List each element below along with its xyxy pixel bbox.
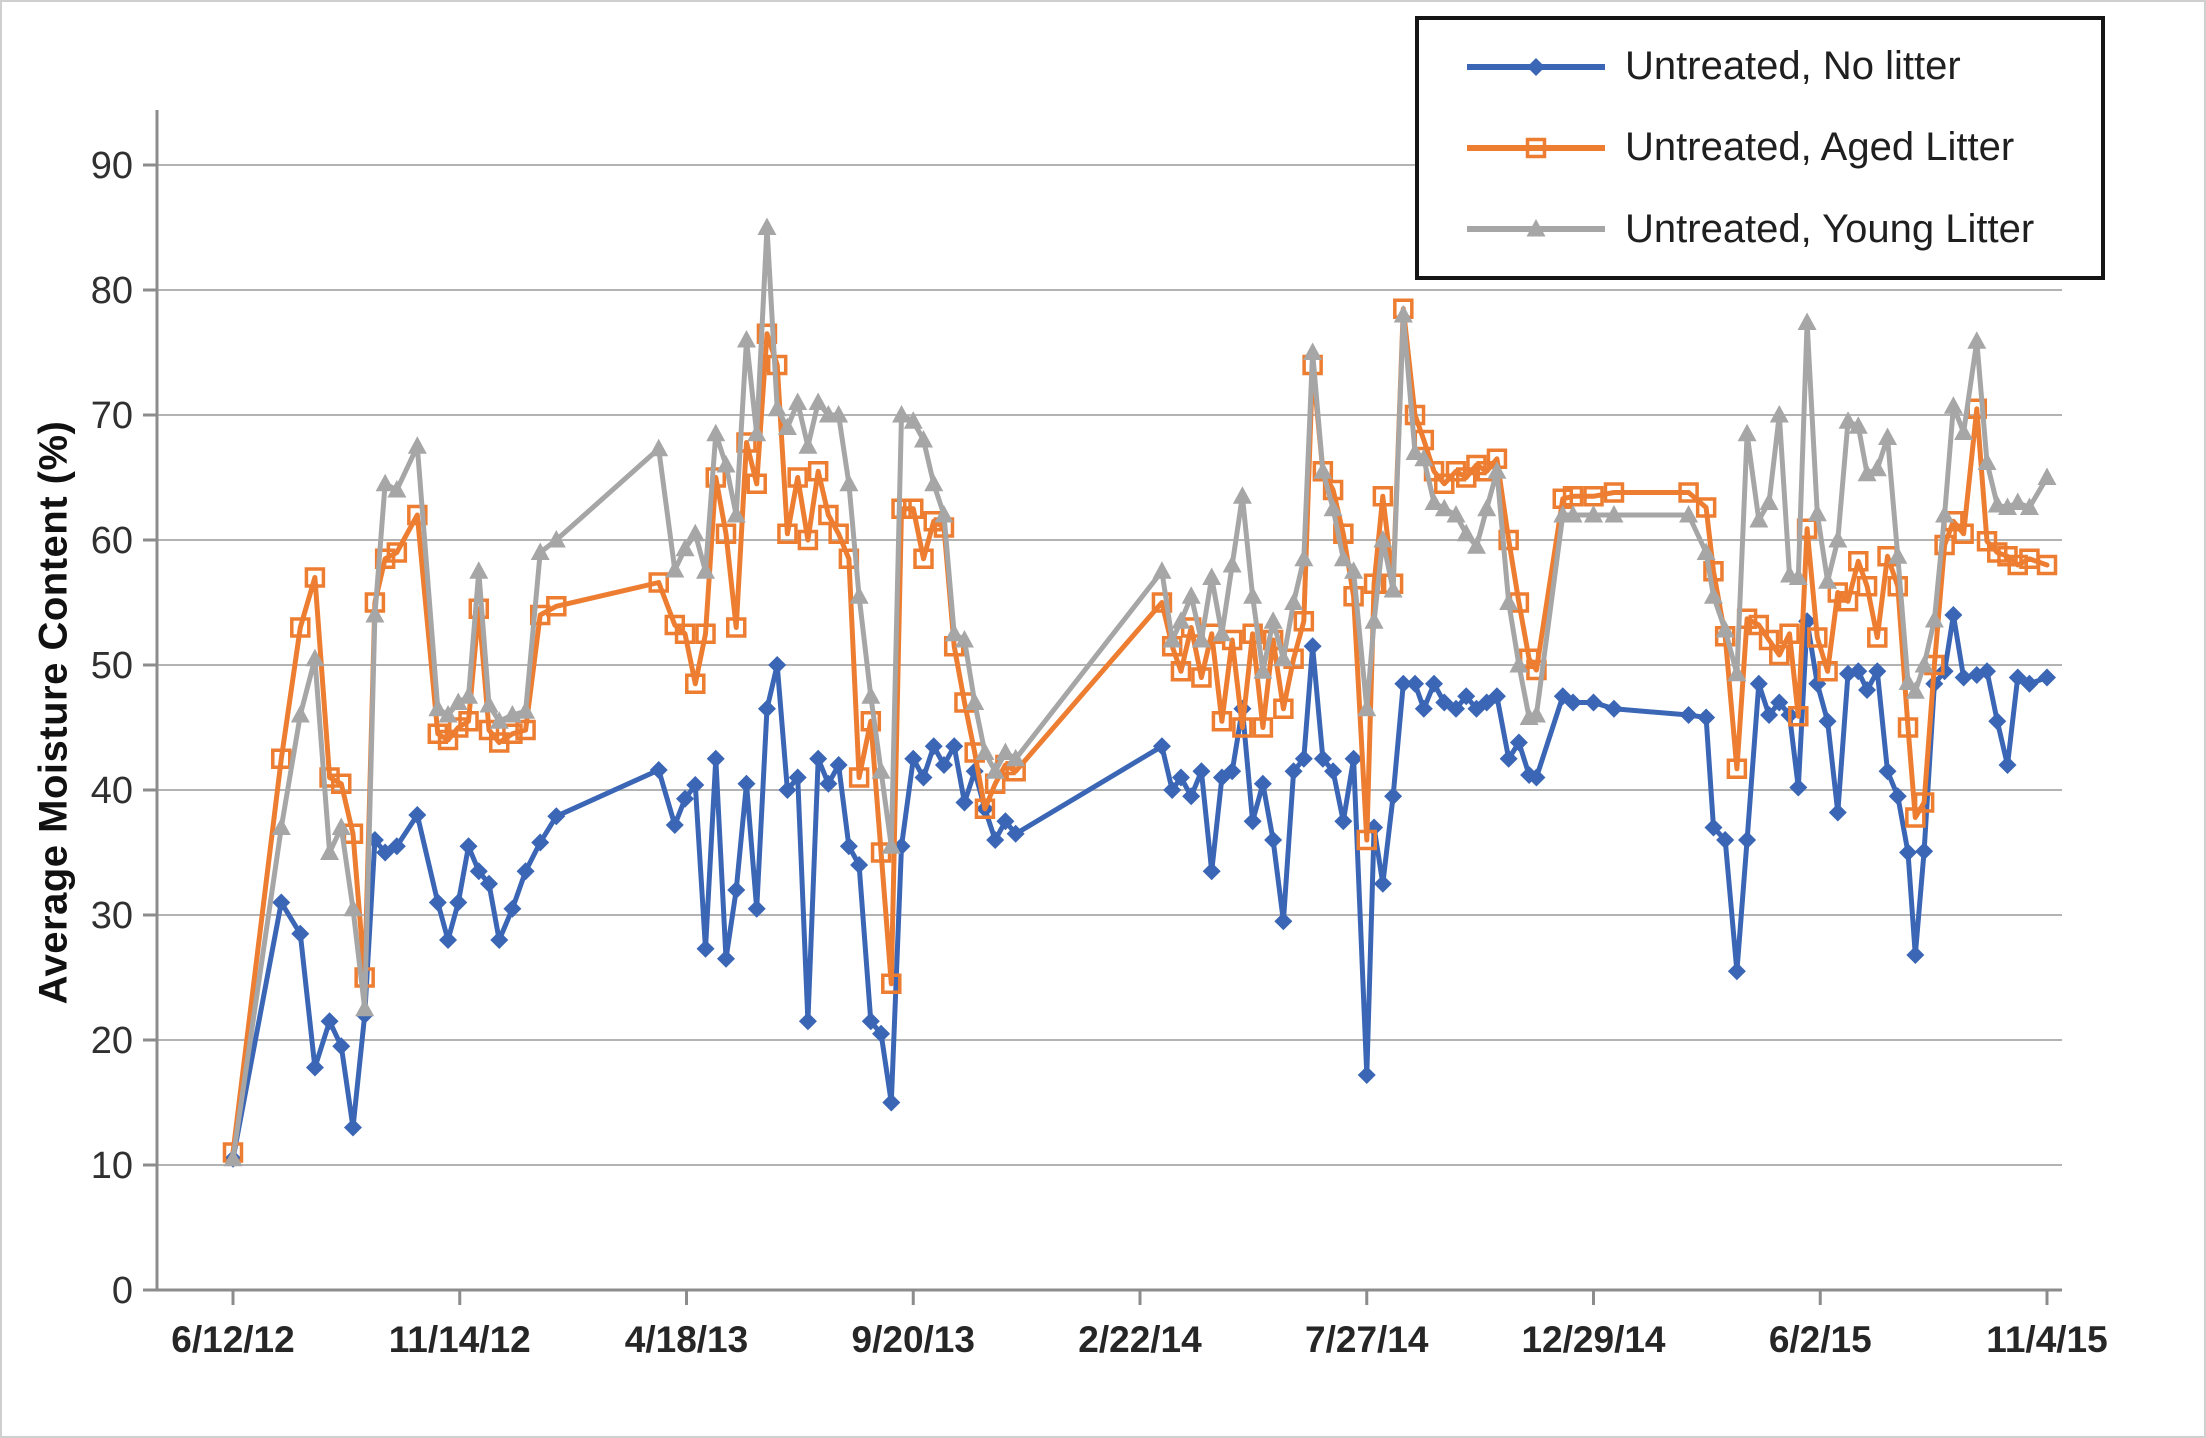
y-axis-title: Average Moisture Content (%) bbox=[31, 420, 76, 1005]
legend-item-no-litter: Untreated, No litter bbox=[1461, 29, 2101, 105]
svg-text:10: 10 bbox=[91, 1145, 133, 1187]
svg-text:20: 20 bbox=[91, 1020, 133, 1062]
legend-label: Untreated, Aged Litter bbox=[1625, 125, 2015, 170]
orange-square-line-icon bbox=[1461, 128, 1611, 168]
series-untreated-young-litter bbox=[223, 217, 2057, 1167]
svg-text:0: 0 bbox=[112, 1270, 133, 1312]
svg-text:2/22/14: 2/22/14 bbox=[1078, 1319, 1202, 1360]
svg-text:6/12/12: 6/12/12 bbox=[171, 1319, 294, 1360]
svg-text:12/29/14: 12/29/14 bbox=[1521, 1319, 1665, 1360]
gray-triangle-line-icon bbox=[1461, 209, 1611, 249]
svg-text:6/2/15: 6/2/15 bbox=[1769, 1319, 1872, 1360]
svg-text:40: 40 bbox=[91, 770, 133, 812]
svg-text:80: 80 bbox=[91, 270, 133, 312]
svg-text:30: 30 bbox=[91, 895, 133, 937]
legend-label: Untreated, Young Litter bbox=[1625, 206, 2035, 251]
svg-text:11/4/15: 11/4/15 bbox=[1986, 1319, 2107, 1360]
svg-text:50: 50 bbox=[91, 645, 133, 687]
svg-text:60: 60 bbox=[91, 520, 133, 562]
series-untreated-aged-litter bbox=[222, 298, 2058, 1163]
legend: Untreated, No litter Untreated, Aged Lit… bbox=[1415, 16, 2105, 280]
legend-label: Untreated, No litter bbox=[1625, 44, 1961, 89]
svg-text:90: 90 bbox=[91, 145, 133, 187]
svg-text:4/18/13: 4/18/13 bbox=[625, 1319, 748, 1360]
series-untreated-no-litter bbox=[224, 606, 2056, 1168]
svg-text:70: 70 bbox=[91, 395, 133, 437]
legend-item-aged-litter: Untreated, Aged Litter bbox=[1461, 110, 2101, 186]
svg-text:9/20/13: 9/20/13 bbox=[852, 1319, 975, 1360]
legend-item-young-litter: Untreated, Young Litter bbox=[1461, 191, 2101, 267]
svg-text:11/14/12: 11/14/12 bbox=[389, 1319, 531, 1360]
blue-diamond-line-icon bbox=[1461, 47, 1611, 87]
svg-text:7/27/14: 7/27/14 bbox=[1305, 1319, 1429, 1360]
